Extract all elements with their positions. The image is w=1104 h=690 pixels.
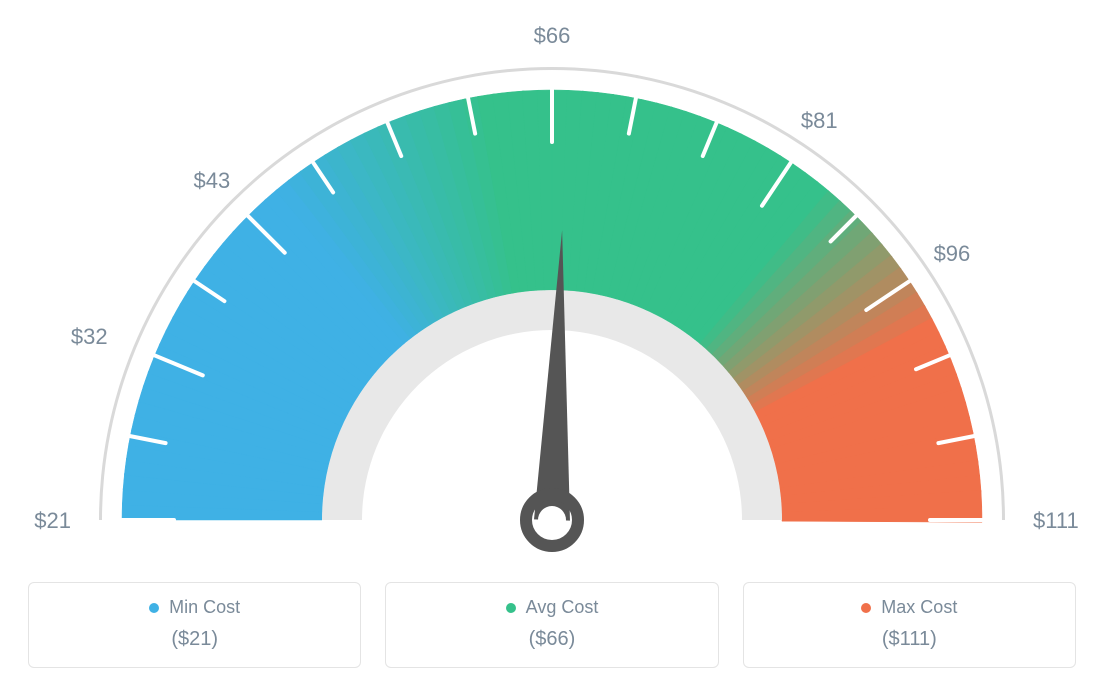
gauge-tick-label: $43 <box>194 168 231 193</box>
gauge-tick-label: $96 <box>934 241 971 266</box>
legend-value-max: ($111) <box>754 628 1065 651</box>
gauge-tick-label: $81 <box>801 108 838 133</box>
legend-value-min: ($21) <box>39 628 350 651</box>
legend-title-min: Min Cost <box>149 597 240 618</box>
legend-dot-min <box>149 603 159 613</box>
legend-row: Min Cost ($21) Avg Cost ($66) Max Cost (… <box>0 582 1104 668</box>
legend-title-max: Max Cost <box>861 597 957 618</box>
legend-dot-max <box>861 603 871 613</box>
cost-gauge-chart: $21 $32 $43 $66 $81 $96 $111 <box>0 0 1104 570</box>
legend-title-avg: Avg Cost <box>506 597 599 618</box>
legend-card-min: Min Cost ($21) <box>28 582 361 668</box>
legend-value-avg: ($66) <box>396 628 707 651</box>
legend-label-max: Max Cost <box>881 597 957 618</box>
gauge-tick-label: $32 <box>71 324 108 349</box>
legend-card-max: Max Cost ($111) <box>743 582 1076 668</box>
gauge-tick-label: $66 <box>534 23 571 48</box>
gauge-tick-label: $111 <box>1033 508 1079 533</box>
legend-dot-avg <box>506 603 516 613</box>
legend-label-min: Min Cost <box>169 597 240 618</box>
gauge-tick-label: $21 <box>34 508 71 533</box>
legend-label-avg: Avg Cost <box>526 597 599 618</box>
legend-card-avg: Avg Cost ($66) <box>385 582 718 668</box>
